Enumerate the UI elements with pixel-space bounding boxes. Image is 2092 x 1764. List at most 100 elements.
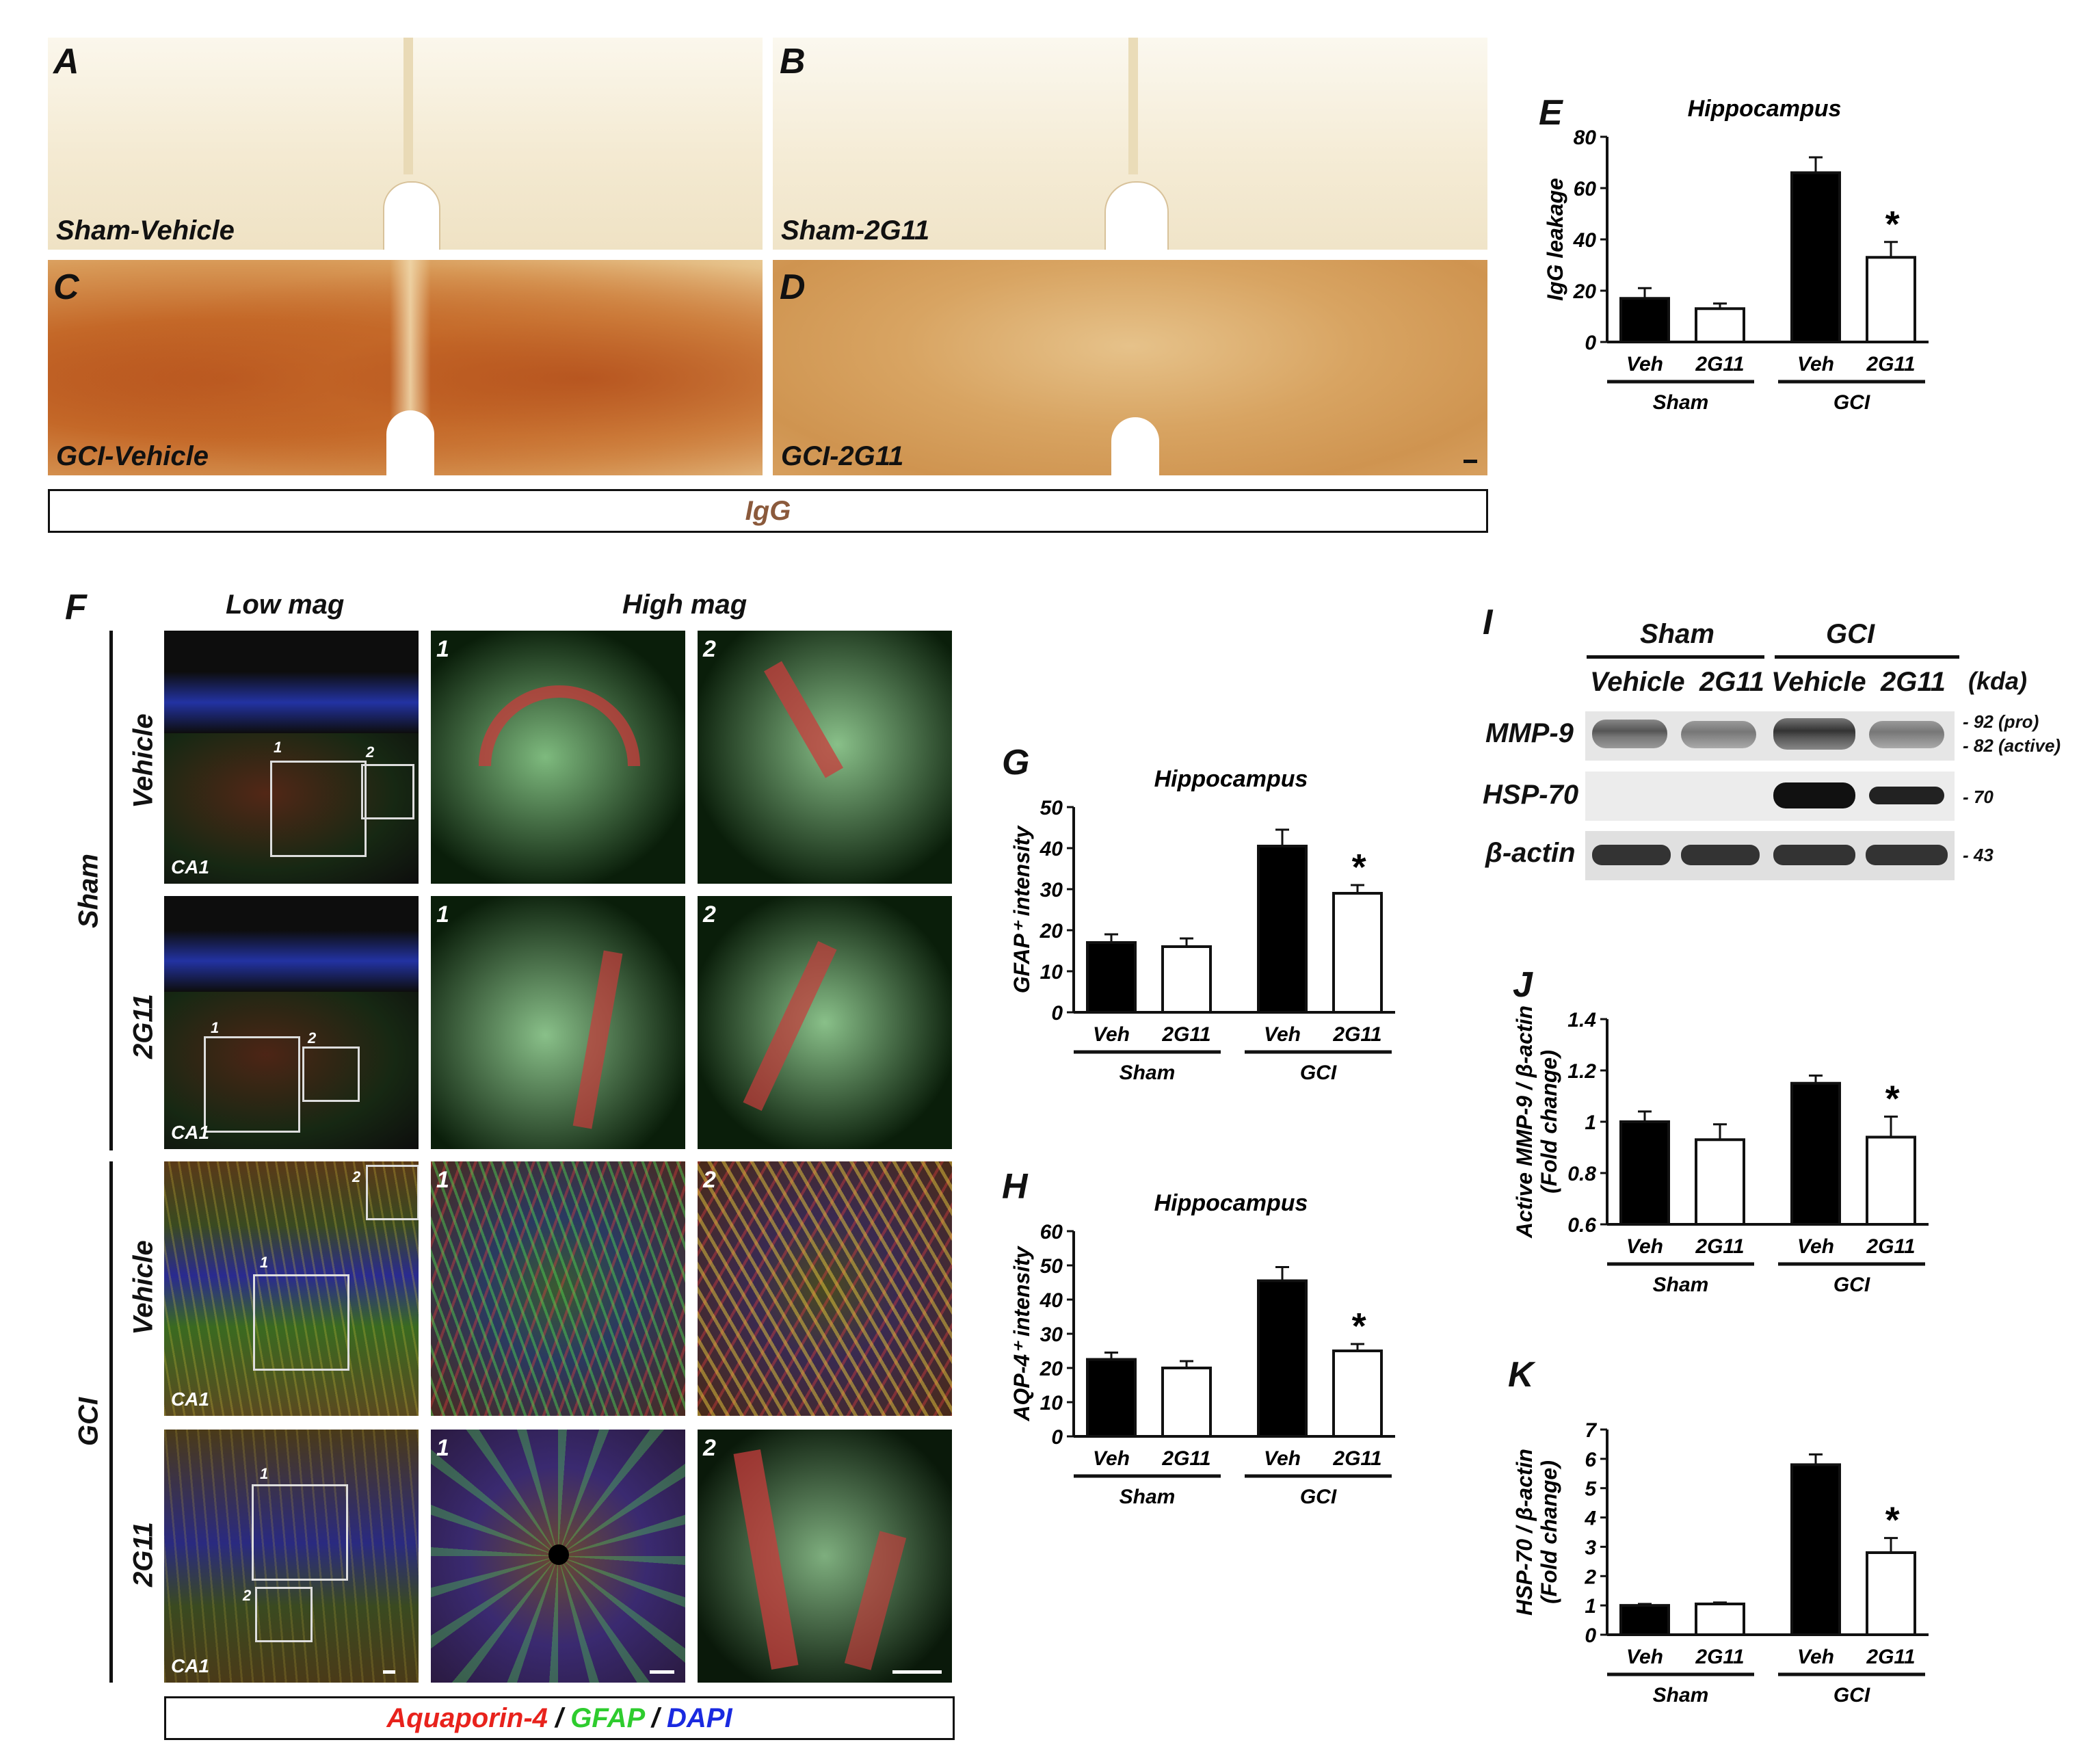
bar: [1790, 171, 1841, 343]
chart-j: Active MMP-9 / β-actin (Fold change) 0.6 0.…: [1512, 1005, 1929, 1296]
x-tick-label: Veh: [1626, 1235, 1663, 1258]
inset-2-label: 2: [366, 743, 375, 761]
significance-mark: *: [1883, 1500, 1900, 1541]
panel-b-letter: B: [780, 42, 806, 81]
sham-2g11-high-mag-1: 1: [431, 896, 685, 1149]
low-mag-header: Low mag: [226, 590, 345, 620]
sham-2g11-low-mag: 1 2 CA1: [164, 896, 419, 1149]
inset-1-label: 1: [260, 1465, 269, 1482]
group-label: Sham: [1653, 1274, 1709, 1296]
inset-1-label: 1: [211, 1019, 220, 1036]
significance-mark: *: [1350, 847, 1366, 888]
chart-title: Hippocampus: [1154, 1190, 1308, 1216]
sham-vehicle-high-mag-1: 1: [431, 631, 685, 884]
x-tick-label: Veh: [1797, 1235, 1834, 1258]
high-mag-1-label: 1: [436, 1435, 449, 1461]
gci-vehicle-low-mag: 1 2 CA1: [164, 1161, 419, 1416]
inset-1-label: 1: [274, 739, 282, 756]
y-axis-label: AQP-4⁺ intensity: [1009, 1245, 1034, 1421]
panel-d-image: [773, 260, 1487, 475]
bar: [1161, 1367, 1212, 1438]
x-tick-label: Veh: [1626, 353, 1663, 376]
y-tick-label: 30: [1040, 1324, 1063, 1346]
gci-2g11-low-mag: 1 2 CA1: [164, 1430, 419, 1683]
x-tick-label: 2G11: [1866, 353, 1915, 376]
igg-label: IgG: [745, 495, 791, 526]
bar: [1086, 941, 1137, 1014]
sham-group-bar: [109, 631, 113, 1150]
group-label: Sham: [1120, 1062, 1176, 1084]
group-label: Sham: [1653, 1684, 1709, 1707]
x-tick-label: 2G11: [1695, 1646, 1744, 1668]
x-tick-label: 2G11: [1866, 1235, 1915, 1258]
high-mag-1-label: 1: [436, 636, 449, 662]
wb-row-bactin: β-actin: [1485, 838, 1576, 868]
wb-row-mmp9: MMP-9: [1485, 718, 1574, 748]
panel-g-letter: G: [1002, 743, 1030, 782]
bar: [1695, 1603, 1745, 1636]
sham-vehicle-high-mag-2: 2: [698, 631, 952, 884]
y-tick-label: 4: [1584, 1508, 1596, 1530]
bar: [1257, 845, 1308, 1014]
region-label: CA1: [171, 1388, 210, 1410]
panel-k-letter: K: [1508, 1355, 1534, 1395]
y-tick-label: 30: [1040, 879, 1063, 901]
y-axis-label-2: (Fold change): [1537, 1460, 1561, 1604]
y-tick-label: 1: [1585, 1111, 1596, 1134]
wb-mmp9-blot: [1585, 711, 1955, 761]
inset-1-label: 1: [260, 1254, 269, 1271]
wb-lane-2: 2G11: [1699, 667, 1764, 697]
wb-row-hsp70: HSP-70: [1483, 780, 1579, 810]
chart-title: Hippocampus: [1688, 96, 1842, 122]
sham-2g11-high-mag-2: 2: [698, 896, 952, 1149]
high-mag-1-label: 1: [436, 901, 449, 927]
chart-h: Hippocampus AQP-4⁺ intensity 0 10 20 30 40 50 60…: [1009, 1190, 1395, 1508]
group-label: GCI: [1833, 391, 1870, 414]
chart-g: Hippocampus GFAP⁺ intensity 0 10 20 30 40 50 Veh…: [1009, 766, 1395, 1084]
wb-unit: (kda): [1968, 667, 2028, 695]
y-tick-label: 0: [1051, 1426, 1063, 1449]
region-label: CA1: [171, 856, 210, 878]
bar: [1332, 892, 1383, 1014]
x-tick-label: 2G11: [1695, 353, 1744, 376]
row-label-sham-2g11: 2G11: [128, 994, 159, 1059]
bar: [1866, 1135, 1916, 1226]
stain-legend-box: Aquaporin-4 / GFAP / DAPI: [164, 1696, 955, 1740]
wb-lane-3: Vehicle: [1771, 667, 1866, 697]
panel-b-image: [773, 38, 1487, 250]
y-tick-label: 0.6: [1567, 1214, 1596, 1237]
y-tick-label: 50: [1040, 797, 1063, 819]
wb-marker-82: - 82 (active): [1963, 735, 2061, 756]
bar: [1257, 1279, 1308, 1438]
y-axis-label: IgG leakage: [1543, 178, 1567, 301]
y-tick-label: 5: [1585, 1478, 1597, 1501]
y-tick-label: 7: [1585, 1419, 1597, 1442]
row-label-gci-vehicle: Vehicle: [128, 1240, 159, 1335]
y-axis-label: GFAP⁺ intensity: [1009, 825, 1034, 994]
high-mag-2-label: 2: [703, 1167, 716, 1193]
inset-2-label: 2: [308, 1029, 317, 1046]
y-tick-label: 20: [1040, 920, 1063, 943]
group-label: Sham: [1653, 391, 1709, 414]
wb-gci-underline: [1775, 655, 1959, 659]
high-mag-header: High mag: [622, 590, 747, 620]
panel-a-letter: A: [53, 42, 79, 81]
group-label: GCI: [1300, 1486, 1337, 1508]
panel-c-image: [48, 260, 763, 475]
y-axis-label: Active MMP-9 / β-actin: [1512, 1005, 1537, 1239]
sham-vehicle-low-mag: 1 2 CA1: [164, 631, 419, 884]
wb-marker-92: - 92 (pro): [1963, 711, 2039, 732]
high-mag-2-label: 2: [703, 636, 716, 662]
y-tick-label: 10: [1040, 1392, 1063, 1414]
stain-gfap: GFAP: [570, 1702, 644, 1733]
group-label: GCI: [1300, 1062, 1337, 1084]
y-tick-label: 10: [1040, 961, 1063, 984]
y-tick-label: 20: [1040, 1358, 1063, 1380]
y-tick-label: 0: [1585, 1624, 1596, 1647]
panel-a-caption: Sham-Vehicle: [56, 215, 235, 246]
wb-marker-70: - 70: [1963, 787, 1994, 807]
bar: [1866, 1551, 1916, 1636]
panel-c-letter: C: [53, 267, 79, 307]
y-tick-label: 40: [1573, 229, 1597, 252]
y-tick-label: 2: [1584, 1566, 1596, 1588]
